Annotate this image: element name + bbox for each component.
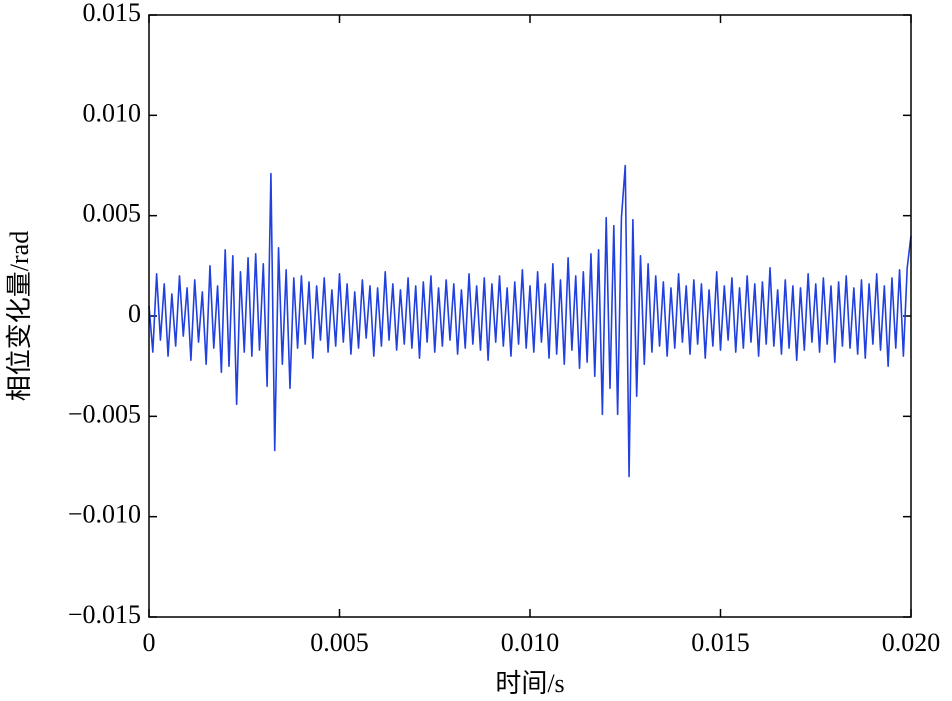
y-tick-label: 0.010 xyxy=(83,98,142,127)
x-tick-label: 0.005 xyxy=(310,628,369,657)
x-tick-label: 0.010 xyxy=(501,628,560,657)
y-tick-label: −0.015 xyxy=(68,600,141,629)
x-tick-label: 0.020 xyxy=(882,628,941,657)
x-tick-label: 0.015 xyxy=(691,628,750,657)
y-tick-label: 0.015 xyxy=(83,0,142,27)
signal-line xyxy=(148,164,912,478)
y-tick-label: −0.005 xyxy=(68,399,141,428)
x-axis-label: 时间/s xyxy=(495,669,564,698)
y-tick-label: −0.010 xyxy=(68,500,141,529)
x-tick-label: 0 xyxy=(143,628,156,657)
y-axis-label: 相位变化量/rad xyxy=(5,231,34,401)
y-tick-label: 0.005 xyxy=(83,199,142,228)
y-tick-label: 0 xyxy=(128,299,141,328)
plot-frame xyxy=(148,14,912,618)
